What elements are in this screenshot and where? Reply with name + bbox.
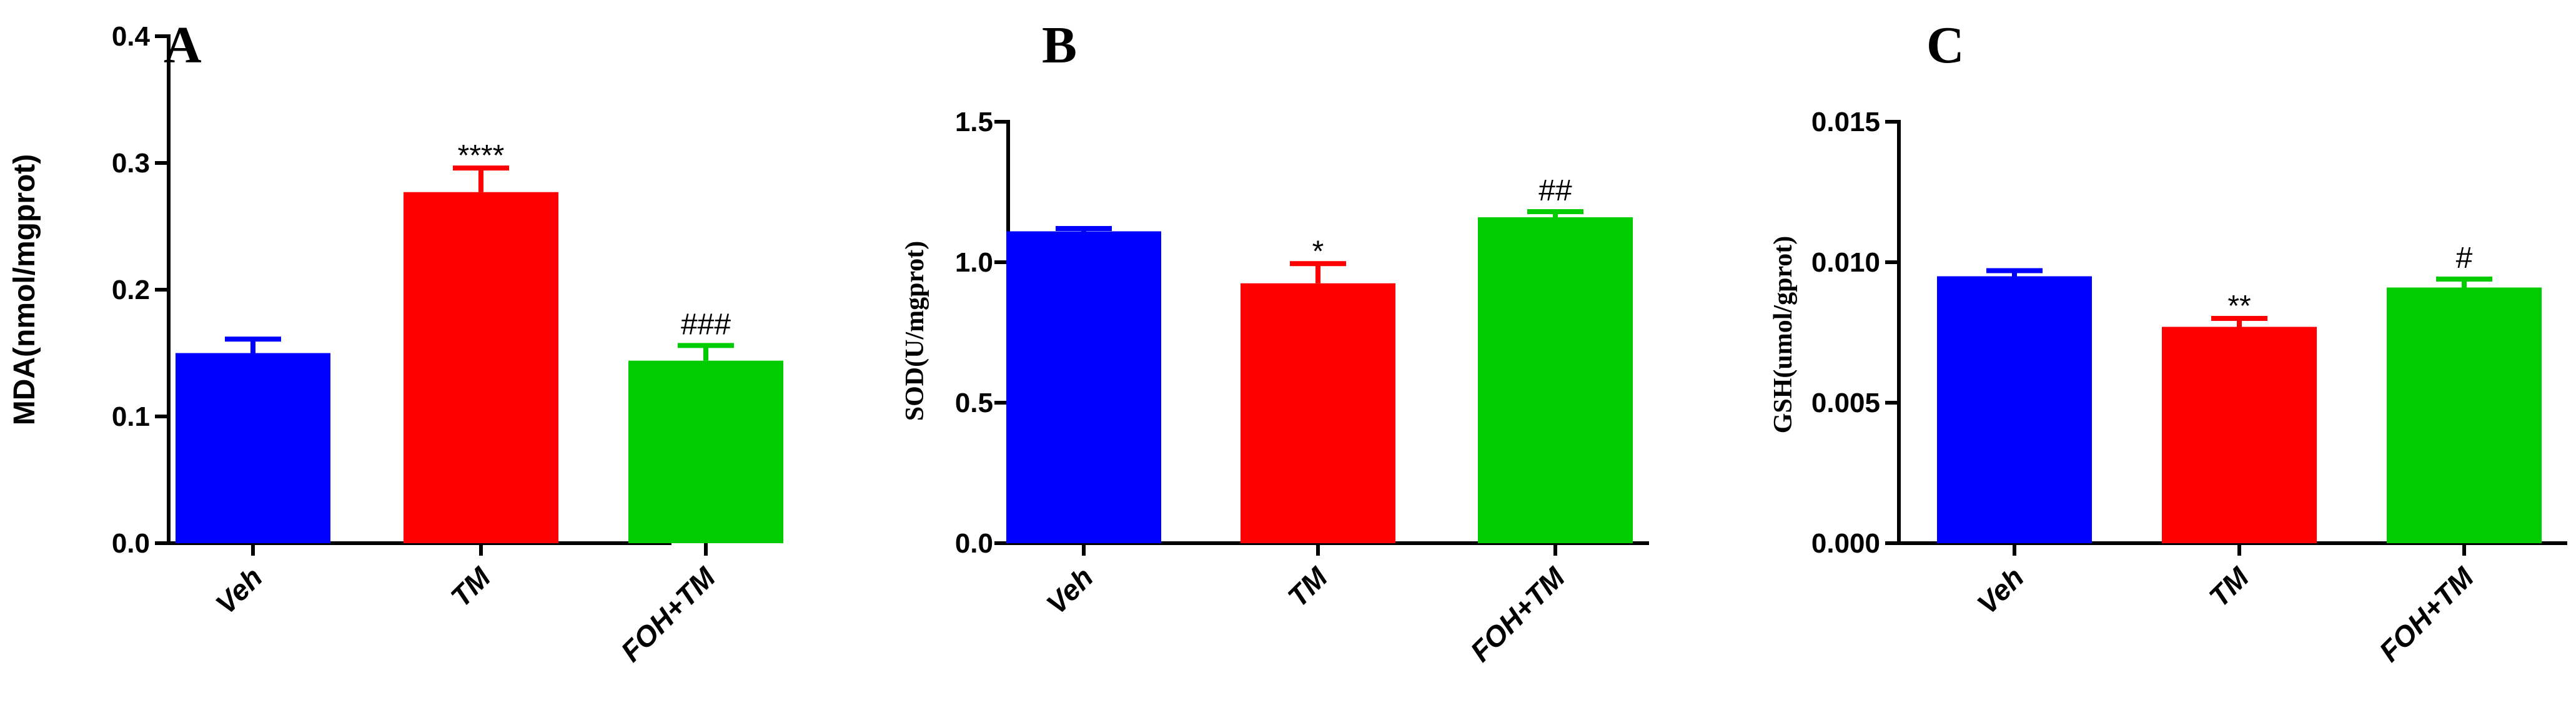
panel-c-y-tick-label: 0.000 [1811, 528, 1880, 559]
panel-b-category-label: Veh [1040, 561, 1099, 620]
panel-a-y-tick-label: 0.1 [112, 401, 150, 432]
panel-a-category-label: FOH+TM [615, 560, 723, 668]
panel-c-letter: C [1926, 16, 1964, 74]
panel-a-significance-label: ### [681, 308, 731, 341]
panel-b-significance-label: * [1312, 235, 1324, 268]
panel-a-bar-foh-tm [628, 360, 783, 543]
panel-b-bar-foh-tm [1478, 217, 1633, 543]
panel-c-bar-foh-tm [2387, 287, 2542, 543]
panel-a-significance-label: **** [458, 139, 505, 172]
panel-b-significance-label: ## [1538, 174, 1572, 207]
panel-c-significance-label: ** [2227, 290, 2251, 323]
panel-b-y-axis-label: SOD(U/mgprot) [901, 241, 929, 421]
panel-c-y-axis-label: GSH(umol/gprot) [1769, 236, 1798, 434]
panel-a-bar-veh [176, 353, 330, 543]
panel-b-category-label: TM [1281, 560, 1334, 613]
panel-b-bar-veh [1006, 231, 1161, 543]
panel-a-bar-tm [404, 192, 558, 543]
panel-c-y-tick-label: 0.015 [1811, 107, 1880, 137]
panel-a-category-label: TM [444, 560, 497, 613]
panel-a-y-tick-label: 0.0 [112, 528, 150, 559]
panel-b-letter: B [1042, 16, 1077, 74]
panel-b-y-tick-label: 1.0 [955, 247, 993, 278]
panel-c-significance-label: # [2456, 242, 2473, 275]
panel-a-y-tick-label: 0.3 [112, 148, 150, 179]
panel-c-category-label: TM [2202, 560, 2256, 613]
panel-a-y-tick-label: 0.2 [112, 275, 150, 305]
panel-a-y-axis-label: MDA(nmol/mgprot) [8, 154, 41, 426]
panel-c-bar-veh [1937, 276, 2092, 543]
panel-c-category-label: Veh [1971, 561, 2030, 620]
panel-a-y-tick-label: 0.4 [112, 21, 151, 52]
panel-b-y-tick-label: 1.5 [955, 107, 993, 137]
panel-b-y-tick-label: 0.0 [955, 528, 993, 559]
panel-c-bar-tm [2162, 327, 2317, 543]
panel-c-category-label: FOH+TM [2373, 560, 2481, 668]
panel-c-y-tick-label: 0.005 [1811, 388, 1880, 418]
panel-b-category-label: FOH+TM [1464, 560, 1572, 668]
panel-c-y-tick-label: 0.010 [1811, 247, 1880, 278]
panel-b-y-tick-label: 0.5 [955, 388, 993, 418]
panel-b-bar-tm [1241, 283, 1395, 543]
panel-a-category-label: Veh [209, 561, 269, 620]
